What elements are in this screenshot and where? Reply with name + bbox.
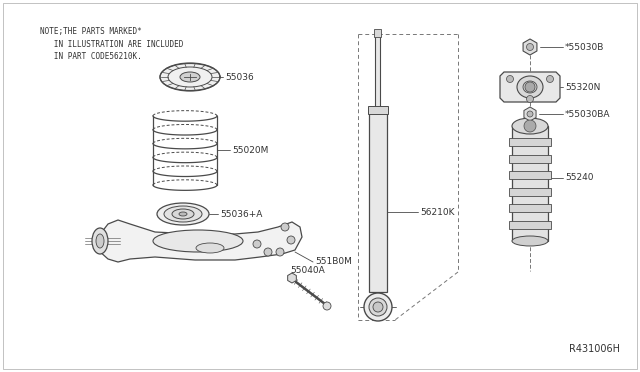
Bar: [509, 155, 551, 163]
Bar: [369, 110, 387, 292]
Text: 55320N: 55320N: [565, 83, 600, 92]
Text: 55240: 55240: [565, 173, 593, 182]
Circle shape: [287, 236, 295, 244]
Bar: [376, 32, 381, 112]
Circle shape: [364, 293, 392, 321]
Circle shape: [373, 302, 383, 312]
Ellipse shape: [164, 206, 202, 222]
Ellipse shape: [172, 209, 194, 219]
Text: 55036+A: 55036+A: [220, 209, 262, 218]
Bar: [374, 29, 381, 37]
Circle shape: [323, 302, 331, 310]
Polygon shape: [98, 220, 302, 262]
Bar: [512, 126, 548, 241]
Circle shape: [527, 111, 533, 117]
Text: *55030B: *55030B: [565, 42, 604, 51]
Circle shape: [524, 120, 536, 132]
Ellipse shape: [179, 212, 187, 216]
Polygon shape: [523, 39, 537, 55]
Bar: [509, 171, 551, 179]
Circle shape: [525, 82, 535, 92]
Bar: [509, 204, 551, 212]
Text: 55020M: 55020M: [232, 145, 268, 154]
Circle shape: [527, 96, 534, 103]
Text: NOTE;THE PARTS MARKED*
   IN ILLUSTRATION ARE INCLUDED
   IN PART CODE56210K.: NOTE;THE PARTS MARKED* IN ILLUSTRATION A…: [40, 27, 184, 61]
Text: 56210K: 56210K: [420, 208, 454, 217]
Ellipse shape: [153, 230, 243, 252]
Circle shape: [506, 76, 513, 83]
Ellipse shape: [196, 243, 224, 253]
Ellipse shape: [96, 234, 104, 248]
Polygon shape: [287, 273, 296, 283]
Circle shape: [253, 240, 261, 248]
Text: R431006H: R431006H: [569, 344, 620, 354]
Text: 55036: 55036: [225, 73, 253, 81]
Circle shape: [547, 76, 554, 83]
Ellipse shape: [92, 228, 108, 254]
Circle shape: [369, 298, 387, 316]
Ellipse shape: [180, 72, 200, 82]
Circle shape: [276, 248, 284, 256]
Polygon shape: [500, 72, 560, 102]
Ellipse shape: [512, 118, 548, 134]
Ellipse shape: [517, 76, 543, 98]
Bar: [509, 221, 551, 228]
Ellipse shape: [160, 63, 220, 91]
Circle shape: [264, 248, 272, 256]
Circle shape: [281, 223, 289, 231]
Polygon shape: [524, 107, 536, 121]
Text: *55030BA: *55030BA: [565, 109, 611, 119]
Ellipse shape: [512, 236, 548, 246]
Text: 55040A: 55040A: [290, 266, 324, 275]
Ellipse shape: [523, 81, 537, 93]
Ellipse shape: [157, 203, 209, 225]
Text: 551B0M: 551B0M: [315, 257, 352, 266]
Bar: [509, 138, 551, 147]
Bar: [368, 106, 388, 114]
Bar: [509, 188, 551, 196]
Circle shape: [527, 44, 534, 51]
